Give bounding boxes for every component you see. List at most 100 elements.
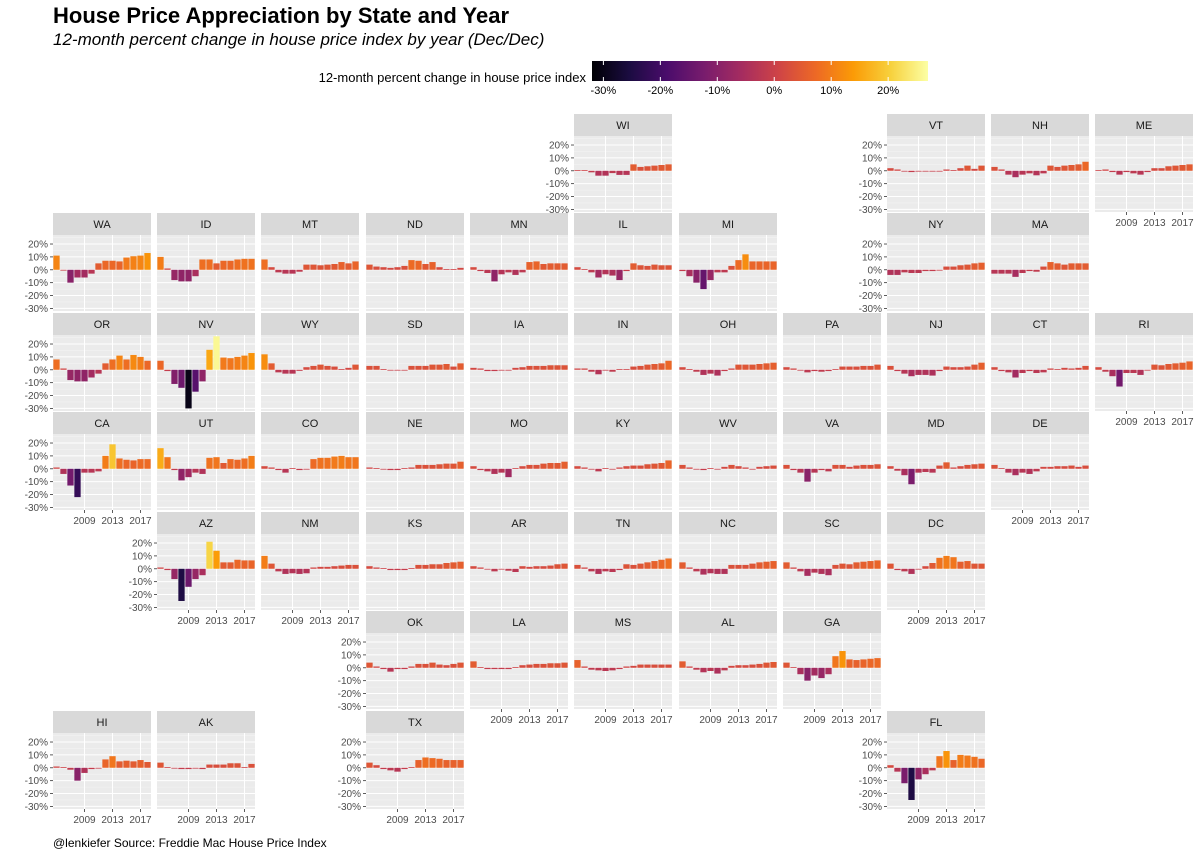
bar [123,459,130,469]
bar [450,269,457,270]
bar [261,555,268,569]
bar [943,169,950,171]
bar [797,468,804,473]
bar [345,457,352,469]
bar [380,369,387,370]
bar [366,365,373,370]
y-tick-label: 10% [862,153,882,164]
panel-background [366,335,464,411]
bar [373,765,380,768]
facet-mt: MT [261,213,359,311]
bar [651,463,658,469]
bar [1040,369,1047,373]
bar [317,265,324,270]
bar [950,367,957,370]
bar [540,365,547,370]
bar [130,460,137,469]
bar [637,563,644,569]
y-tick-label: 20% [862,141,882,152]
bar [317,457,324,469]
bar [533,365,540,370]
bar [373,666,380,668]
facet-strip-label: MD [927,418,944,430]
bar [853,366,860,370]
bar [679,464,686,469]
bar [185,767,192,770]
bar [317,566,324,569]
bar [526,262,533,270]
bar [422,564,429,569]
bar [352,364,359,370]
x-tick-label: 2009 [907,616,930,627]
bar [102,363,109,370]
facet-ky: KY [574,412,672,510]
bar [644,364,651,370]
bar [303,367,310,370]
x-tick-label: 2013 [935,815,958,826]
bar [742,364,749,370]
bar [950,557,957,569]
bar [915,468,922,473]
bar [1116,369,1123,387]
bar [756,363,763,370]
bar [331,366,338,370]
bar [797,369,804,371]
bar [310,264,317,270]
y-tick-label: 0% [347,663,362,674]
y-tick-label: -10% [546,179,569,190]
bar [199,369,206,382]
bar [436,664,443,668]
panel-background [783,534,881,610]
facet-strip-label: TX [408,717,423,729]
x-tick-label: 2017 [755,715,778,726]
bar [1040,266,1047,270]
bar [206,764,213,768]
bar [338,565,345,569]
bar [470,267,477,270]
bar [1144,170,1151,173]
bar [735,260,742,270]
bar [957,466,964,469]
bar [540,263,547,270]
bar [991,269,998,274]
bar [714,468,721,470]
colorbar-legend: -30% -20% -10% 0% 10% 20% [591,61,928,97]
facet-wy: WY [261,313,359,411]
bar [317,364,324,370]
bar [574,466,581,469]
bar [1095,367,1102,370]
bar [595,468,602,472]
y-tick-label: 20% [28,340,48,351]
facet-strip-label: AZ [199,518,213,530]
chart-subtitle: 12-month percent change in house price i… [53,30,545,49]
bar [1061,466,1068,469]
y-tick-label: -30% [859,205,882,216]
bar [797,568,804,572]
bar [477,269,484,272]
facet-strip-label: MA [1032,219,1049,231]
bar [470,367,477,370]
bar [818,568,825,574]
bar [443,269,450,270]
bar [401,468,408,469]
bar [728,464,735,469]
bar [67,369,74,381]
bar [602,568,609,572]
bar [783,662,790,668]
bar [574,368,581,370]
bar [484,369,491,372]
bar [721,269,728,273]
bar [665,360,672,370]
bar [289,468,296,469]
bar [491,468,498,474]
bar [735,466,742,469]
y-tick-label: -30% [546,205,569,216]
bar [67,269,74,283]
y-tick-label: 0% [34,464,49,475]
facet-strip [574,512,672,534]
bar [957,265,964,270]
facet-ma: MA [991,213,1089,311]
bar [991,367,998,370]
x-tick-label: 2017 [442,815,465,826]
bar [616,170,623,175]
